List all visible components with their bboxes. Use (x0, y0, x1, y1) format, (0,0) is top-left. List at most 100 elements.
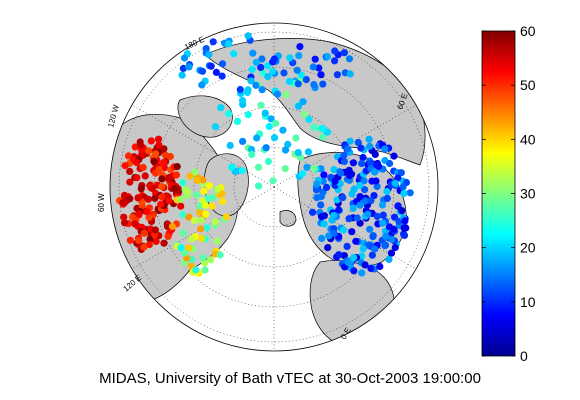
tec-dot (258, 86, 266, 94)
tec-dot (207, 256, 215, 264)
tec-dot (352, 237, 360, 245)
tec-dot (323, 52, 332, 61)
tec-dot (313, 194, 321, 202)
tec-dot (293, 66, 301, 74)
colorbar-tick-label: 40 (520, 131, 536, 147)
tec-dot (358, 159, 366, 168)
tec-dot (244, 32, 252, 40)
tec-dot (238, 96, 247, 105)
tec-dot (270, 55, 278, 63)
tec-dot (160, 145, 168, 153)
tec-dot (254, 163, 263, 171)
tec-dot (143, 208, 151, 216)
tec-dot (126, 167, 134, 175)
tec-dot (379, 219, 387, 227)
figure-caption: MIDAS, University of Bath vTEC at 30-Oct… (99, 370, 481, 387)
tec-dot (385, 255, 393, 263)
tec-dot (386, 159, 394, 168)
tec-dot (330, 166, 338, 174)
tec-dot (359, 153, 367, 162)
tec-dot (126, 178, 134, 186)
tec-dot (357, 144, 365, 152)
tec-dot (319, 80, 327, 88)
tec-dot (205, 51, 213, 59)
tec-dot (368, 177, 376, 185)
tec-dot (265, 122, 273, 131)
tec-dot (378, 201, 387, 209)
tec-dot (253, 134, 261, 142)
tec-dot (399, 183, 407, 191)
tec-dot (201, 201, 209, 209)
tec-dot (152, 237, 160, 245)
tec-dot (282, 91, 290, 99)
tec-dot (383, 187, 391, 196)
tec-dot (331, 47, 339, 55)
tec-dot (186, 172, 194, 180)
tec-dot (337, 169, 345, 177)
tec-dot (360, 177, 368, 185)
tec-dot (222, 213, 230, 221)
tec-dot (310, 164, 318, 172)
colorbar-tick-label: 50 (520, 77, 536, 93)
tec-dot (218, 190, 226, 198)
tec-dot (252, 81, 260, 89)
tec-dot (280, 69, 288, 77)
tec-dot (343, 242, 351, 250)
tec-dot (279, 126, 287, 134)
tec-dot (373, 182, 381, 191)
tec-dot (310, 123, 318, 131)
tec-dot (356, 181, 364, 189)
tec-dot (313, 180, 321, 188)
tec-dot (248, 150, 256, 159)
tec-dot (145, 213, 153, 222)
tec-dot (238, 167, 246, 175)
tec-dot (173, 163, 181, 171)
tec-dot (119, 198, 127, 207)
tec-dot (400, 231, 409, 239)
tec-dot (345, 215, 353, 223)
tec-dot (281, 165, 289, 173)
tec-dot (302, 76, 310, 84)
tec-dot (161, 151, 169, 159)
tec-dot (236, 85, 244, 94)
tec-dot (259, 69, 267, 77)
tec-dot (264, 157, 272, 166)
tec-dot (366, 159, 375, 167)
tec-dot (379, 211, 387, 219)
tec-dot (239, 137, 247, 145)
tec-dot (151, 226, 160, 234)
tec-dot (197, 225, 205, 233)
tec-dot (262, 144, 270, 152)
tec-dot (270, 134, 279, 142)
tec-dot (158, 175, 166, 183)
colorbar: 0 10 20 30 40 50 60 (481, 23, 536, 364)
tec-dot (350, 267, 358, 275)
tec-dot (126, 195, 134, 203)
tec-dot (354, 138, 362, 147)
tec-dot (350, 254, 358, 262)
tec-dot (366, 225, 374, 233)
tec-dot (371, 168, 379, 176)
tec-dot (318, 234, 326, 242)
tec-dot (179, 179, 187, 187)
tec-dot (211, 218, 220, 226)
tec-dot (273, 90, 282, 98)
tec-dot (154, 135, 163, 143)
tec-dot (390, 152, 398, 160)
tec-dot (359, 245, 367, 253)
tec-dot (368, 251, 376, 259)
tec-dot (400, 224, 408, 232)
tec-dot (317, 71, 325, 79)
tec-dot (134, 194, 142, 202)
tec-dot (349, 159, 357, 167)
tec-dot (208, 202, 216, 210)
tec-dot (324, 244, 332, 252)
tec-dot (209, 38, 217, 46)
tec-dot (406, 189, 414, 197)
tec-dot (391, 243, 399, 252)
tec-dot (179, 211, 187, 219)
tec-dot (135, 210, 143, 218)
tec-dot (150, 157, 158, 165)
tec-dot (361, 261, 369, 269)
